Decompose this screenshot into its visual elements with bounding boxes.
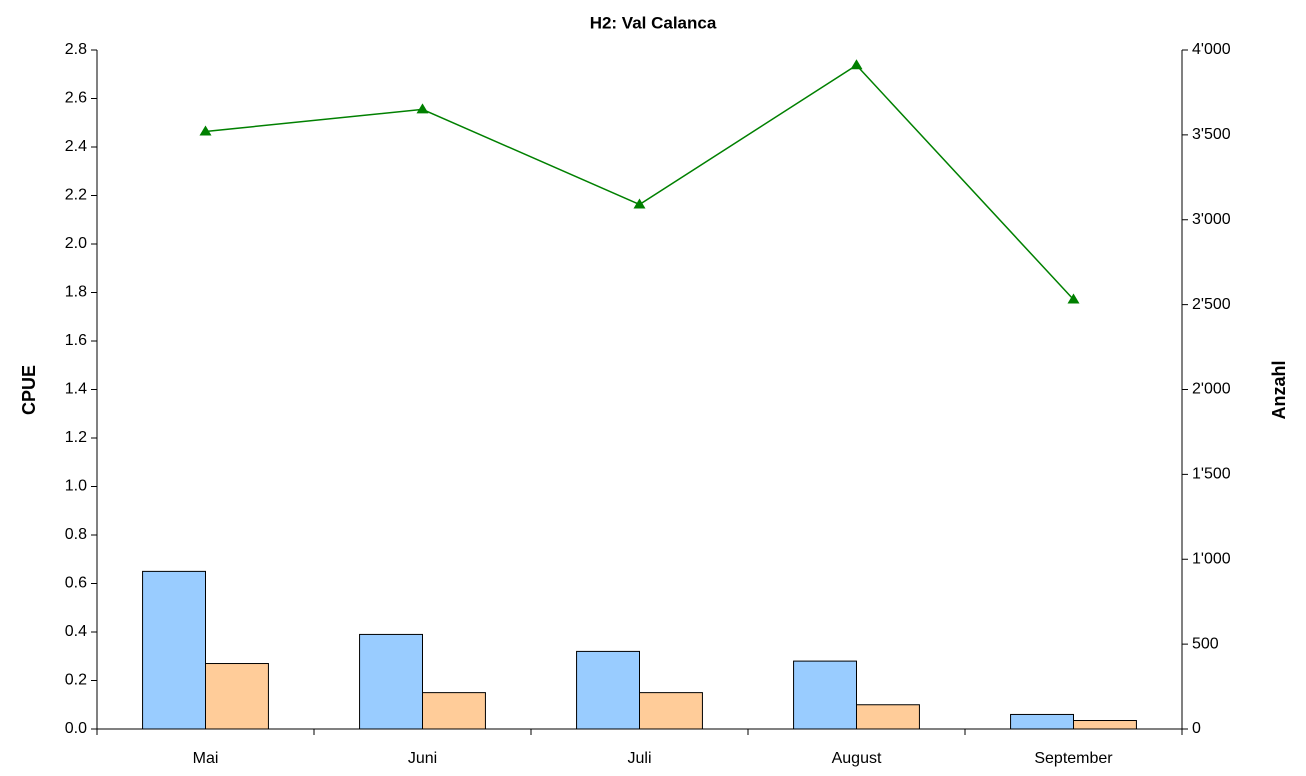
marker [199, 125, 212, 136]
y2-axis-label: Anzahl [1269, 360, 1289, 419]
x-tick-label: August [832, 750, 882, 767]
y-tick-label: 2.6 [65, 90, 87, 107]
bar [856, 704, 920, 730]
y-tick-label: 1.2 [65, 429, 87, 446]
line [205, 64, 1075, 301]
bar [142, 570, 207, 730]
y2-tick-label: 3'000 [1192, 211, 1231, 228]
y-tick-label: 1.8 [65, 284, 87, 301]
bar [1073, 720, 1137, 730]
y-tick-label: 2.8 [65, 41, 87, 58]
y2-tick-label: 1'500 [1192, 466, 1231, 483]
bar [639, 692, 703, 730]
chart-title: H2: Val Calanca [590, 13, 717, 32]
y2-tick-label: 3'500 [1192, 126, 1231, 143]
marker [633, 198, 646, 209]
y-tick-label: 0.8 [65, 526, 87, 543]
x-tick-label: Juni [408, 750, 437, 767]
y-tick-label: 2.2 [65, 187, 87, 204]
x-tick-label: Juli [627, 750, 651, 767]
y-tick-label: 0.6 [65, 575, 87, 592]
y2-tick-label: 0 [1192, 720, 1201, 737]
y2-tick-label: 2'000 [1192, 381, 1231, 398]
marker [416, 103, 429, 114]
x-tick-label: September [1034, 750, 1113, 767]
y-tick-label: 0.2 [65, 672, 87, 689]
y2-tick-label: 2'500 [1192, 296, 1231, 313]
bar [422, 692, 486, 730]
y-tick-label: 1.6 [65, 332, 87, 349]
y-tick-label: 2.0 [65, 235, 87, 252]
y2-tick-label: 500 [1192, 635, 1219, 652]
y-axis-label: CPUE [19, 365, 39, 415]
marker [850, 59, 863, 70]
bar [576, 650, 641, 730]
x-tick-label: Mai [193, 750, 219, 767]
bar [793, 660, 858, 730]
y-tick-label: 2.4 [65, 138, 87, 155]
marker [1067, 293, 1080, 304]
y-tick-label: 1.4 [65, 381, 87, 398]
bar [1010, 713, 1075, 730]
bar [205, 663, 269, 730]
bar [359, 633, 424, 730]
y-tick-label: 0.4 [65, 623, 87, 640]
y-tick-label: 1.0 [65, 478, 87, 495]
y2-tick-label: 1'000 [1192, 550, 1231, 567]
y2-tick-label: 4'000 [1192, 41, 1231, 58]
y-tick-label: 0.0 [65, 720, 87, 737]
